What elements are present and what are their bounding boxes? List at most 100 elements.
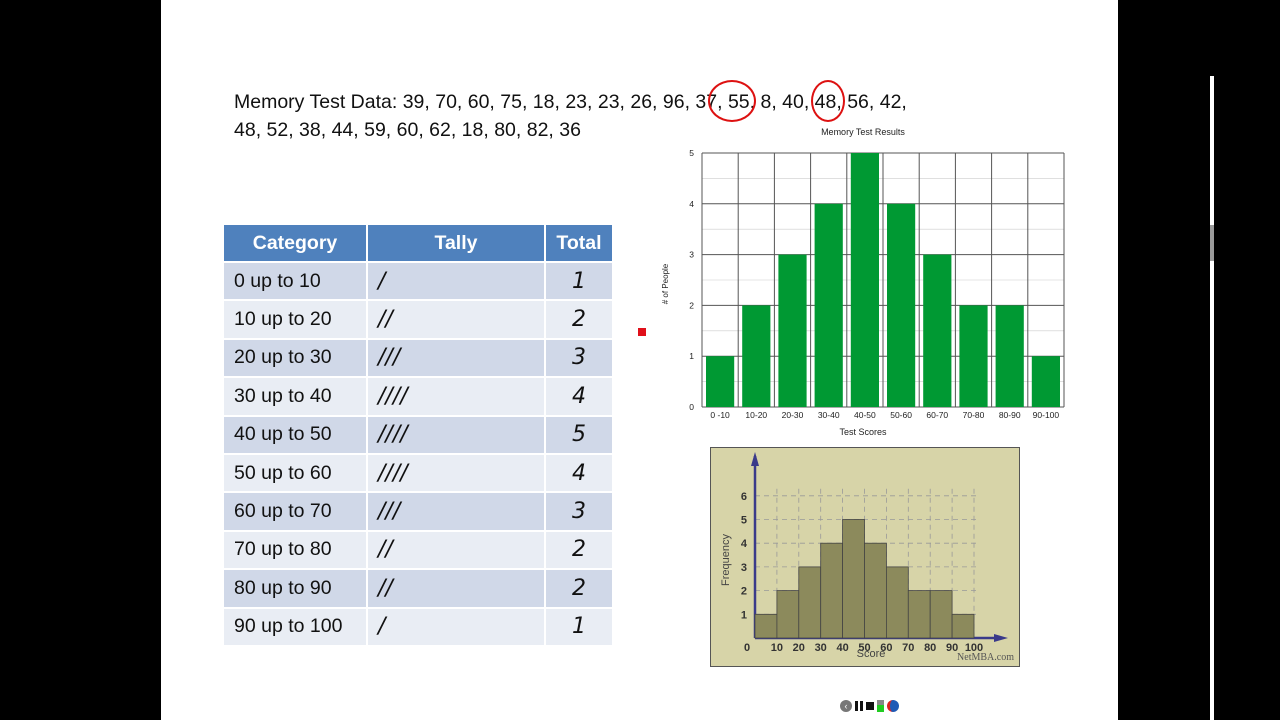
tally-cell: // <box>367 529 546 570</box>
tally-cell: / <box>367 606 546 645</box>
bar <box>706 356 735 407</box>
y-axis-label: Frequency <box>720 534 732 586</box>
svg-text:40-50: 40-50 <box>854 410 876 420</box>
total-cell: 3 <box>545 337 614 378</box>
table-row: 0 up to 10/1 <box>224 260 614 301</box>
category-cell: 10 up to 20 <box>224 299 368 339</box>
category-cell: 40 up to 50 <box>224 414 368 454</box>
histogram-frequency-chart: 1 2 3 4 5 6 0 10 20 30 40 50 60 70 80 90 100 Score Frequ… <box>710 447 1020 667</box>
svg-text:90-100: 90-100 <box>1033 410 1060 420</box>
bar <box>776 590 800 639</box>
window-edge <box>1210 76 1214 720</box>
svg-text:70-80: 70-80 <box>963 410 985 420</box>
bar <box>1031 356 1060 407</box>
svg-text:1: 1 <box>689 351 694 361</box>
svg-text:30-40: 30-40 <box>818 410 840 420</box>
total-cell: 3 <box>545 491 614 531</box>
back-icon[interactable]: ‹ <box>840 700 852 712</box>
table-row: 90 up to 100/1 <box>224 606 614 645</box>
source-annotation: NetMBA.com <box>957 652 1014 663</box>
data-line-1: Memory Test Data: 39, 70, 60, 75, 18, 23… <box>234 91 907 113</box>
media-player-controls: ‹ <box>840 697 899 715</box>
svg-text:5: 5 <box>741 515 747 527</box>
category-cell: 0 up to 10 <box>224 260 368 301</box>
svg-text:2: 2 <box>689 300 694 310</box>
table-row: 60 up to 70///3 <box>224 491 614 531</box>
scrollbar-thumb[interactable] <box>1210 225 1214 261</box>
x-axis-label: Score <box>857 648 886 660</box>
total-cell: 4 <box>545 376 614 416</box>
category-cell: 80 up to 90 <box>224 568 368 608</box>
bar <box>959 305 988 407</box>
bar <box>850 153 879 407</box>
bar <box>754 613 778 639</box>
bar <box>778 254 807 407</box>
bar <box>820 542 843 639</box>
svg-text:100: 100 <box>965 642 983 654</box>
tally-cell: // <box>367 568 546 608</box>
bar <box>951 613 975 639</box>
circle-annotation-96 <box>708 80 756 122</box>
stop-icon[interactable] <box>866 702 874 710</box>
table-row: 20 up to 30///3 <box>224 337 614 378</box>
category-cell: 50 up to 60 <box>224 452 368 493</box>
frequency-table: Category Tally Total 0 up to 10/1 10 up t… <box>224 225 614 645</box>
table-row: 80 up to 90//2 <box>224 568 614 608</box>
table-row: 30 up to 40////4 <box>224 376 614 416</box>
svg-text:70: 70 <box>902 642 914 654</box>
table-row: 70 up to 80//2 <box>224 529 614 570</box>
bar <box>742 305 771 407</box>
tally-cell: /// <box>367 491 546 531</box>
bar-chart-memory-test-results: Memory Test Results 0 1 2 3 4 5 0 -10 10-20 20-3… <box>661 127 1065 437</box>
bar <box>887 203 916 407</box>
bar <box>923 254 952 407</box>
bar <box>907 590 931 639</box>
bar <box>995 305 1024 407</box>
svg-text:50: 50 <box>858 642 870 654</box>
table-row: 50 up to 60////4 <box>224 452 614 493</box>
total-cell: 1 <box>545 260 614 301</box>
volume-icon[interactable] <box>877 700 884 712</box>
bar <box>814 203 843 407</box>
table-row: 10 up to 20//2 <box>224 299 614 339</box>
total-cell: 4 <box>545 452 614 493</box>
bar <box>864 542 887 639</box>
category-cell: 90 up to 100 <box>224 606 368 645</box>
category-cell: 70 up to 80 <box>224 529 368 570</box>
total-cell: 2 <box>545 529 614 570</box>
svg-text:4: 4 <box>689 199 694 209</box>
svg-text:10: 10 <box>771 642 783 654</box>
y-axis-label: # of People <box>661 263 670 304</box>
svg-text:10-20: 10-20 <box>745 410 767 420</box>
pointer-marker <box>638 328 646 336</box>
data-line-2: 48, 52, 38, 44, 59, 60, 62, 18, 80, 82, … <box>234 119 581 141</box>
svg-text:50-60: 50-60 <box>890 410 912 420</box>
total-cell: 1 <box>545 606 614 645</box>
svg-text:0: 0 <box>744 642 750 654</box>
header-tally: Tally <box>367 225 546 262</box>
category-cell: 60 up to 70 <box>224 491 368 531</box>
svg-text:1: 1 <box>741 609 747 621</box>
svg-text:60: 60 <box>880 642 892 654</box>
total-cell: 5 <box>545 414 614 454</box>
x-axis-label: Test Scores <box>839 427 887 437</box>
header-total: Total <box>545 225 614 262</box>
svg-text:4: 4 <box>741 538 748 550</box>
pause-icon[interactable] <box>855 701 863 711</box>
svg-text:90: 90 <box>946 642 958 654</box>
tally-cell: //// <box>367 452 546 493</box>
svg-text:30: 30 <box>815 642 827 654</box>
category-cell: 30 up to 40 <box>224 376 368 416</box>
logo-icon[interactable] <box>887 700 899 712</box>
svg-text:20-30: 20-30 <box>782 410 804 420</box>
bar <box>798 566 822 639</box>
tally-cell: // <box>367 299 546 339</box>
tally-cell: / <box>367 260 546 301</box>
tally-cell: //// <box>367 414 546 454</box>
svg-text:6: 6 <box>741 491 747 503</box>
svg-text:5: 5 <box>689 148 694 158</box>
svg-text:2: 2 <box>741 586 747 598</box>
circle-annotation-8 <box>811 80 845 122</box>
tally-cell: //// <box>367 376 546 416</box>
tally-cell: /// <box>367 337 546 378</box>
